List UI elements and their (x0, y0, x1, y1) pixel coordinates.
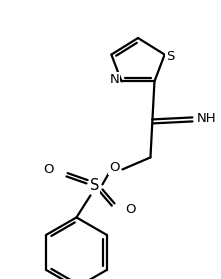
Text: O: O (109, 161, 120, 174)
Text: N: N (110, 73, 119, 86)
Text: S: S (90, 178, 99, 193)
Text: S: S (166, 50, 175, 63)
Text: O: O (43, 163, 54, 176)
Text: O: O (125, 203, 136, 216)
Text: NH: NH (197, 112, 216, 125)
